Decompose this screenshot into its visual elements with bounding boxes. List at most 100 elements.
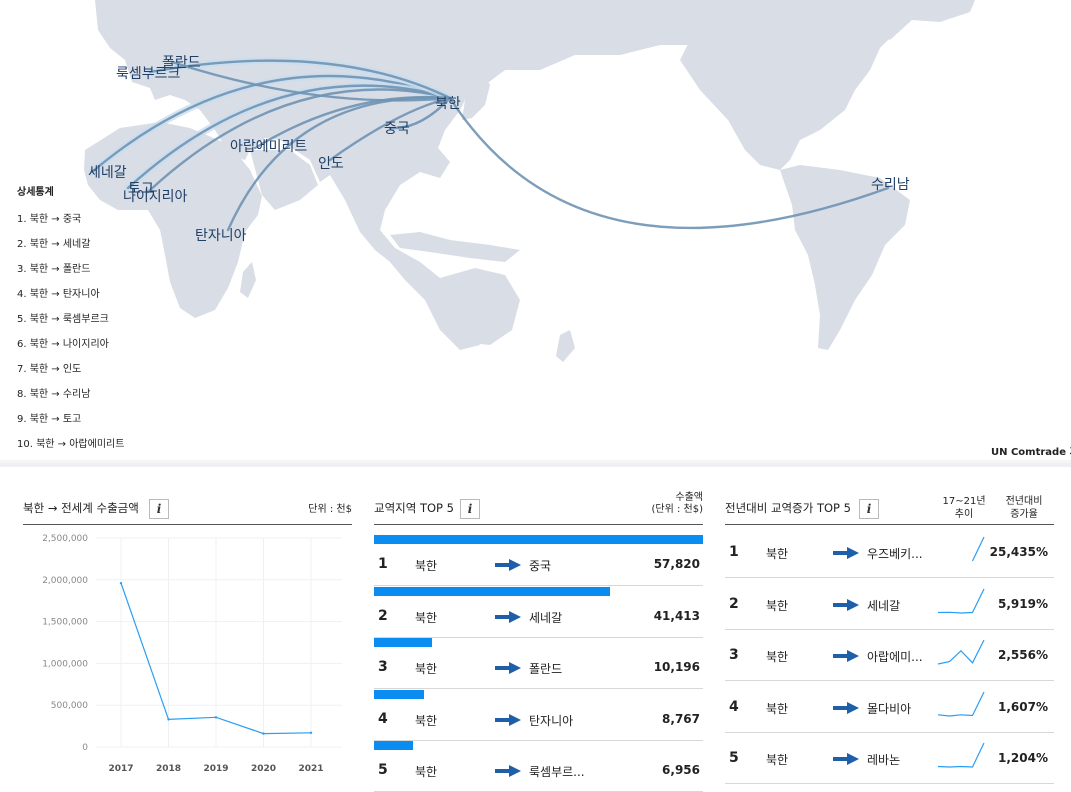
growth-row[interactable]: 4 북한 몰다비아 1,607% (725, 682, 1054, 733)
growth-row[interactable]: 3 북한 아랍에미... 2,556% (725, 630, 1054, 681)
growth-rate: 25,435% (989, 545, 1048, 559)
label-tanzania[interactable]: 탄자니아 (195, 228, 247, 244)
rank-number: 4 (729, 698, 739, 715)
data-point[interactable] (309, 731, 313, 734)
top5-share-bar (374, 638, 432, 647)
landmass-africa (84, 122, 262, 318)
rank-number: 3 (378, 659, 388, 675)
top5-header: 교역지역 TOP 5 i 수출액 (단위 : 천$) (374, 490, 703, 525)
detail-stats-item[interactable]: 6. 북한 → 나이지리아 (17, 339, 109, 350)
rank-number: 1 (378, 556, 388, 572)
top5-share-bar (374, 689, 424, 699)
growth-top5-panel: 전년대비 교역증가 TOP 5 i 17~21년 추이 전년대비 증가율 1 북한… (725, 490, 1054, 784)
growth-rate: 1,204% (998, 751, 1048, 765)
route-luxembourg (148, 59, 452, 100)
data-point[interactable] (214, 716, 218, 719)
arrow-right-icon (833, 750, 859, 769)
destination-country: 룩셈부르... (529, 765, 585, 779)
detail-stats-list: 상세통계 1. 북한 → 중국 2. 북한 → 세네갈 3. 북한 → 폴란드 … (17, 183, 124, 462)
top5-row[interactable]: 1 북한 중국 57,820 (374, 535, 703, 586)
info-icon[interactable]: i (859, 499, 879, 519)
arrow-right-icon (495, 659, 521, 678)
landmass-madagascar (240, 262, 256, 298)
label-uae[interactable]: 아랍에미리트 (230, 139, 308, 155)
route-china (388, 96, 452, 130)
data-point[interactable] (167, 718, 170, 721)
y-tick-label: 0 (82, 743, 88, 753)
data-point[interactable] (119, 581, 123, 585)
label-luxembourg[interactable]: 룩셈부르크 (116, 66, 181, 82)
export-value: 6,956 (662, 763, 700, 777)
growth-row[interactable]: 5 북한 레바논 1,204% (725, 733, 1054, 784)
detail-stats-item[interactable]: 3. 북한 → 폴란드 (17, 264, 91, 275)
growth-row[interactable]: 1 북한 우즈베키... 25,435% (725, 527, 1054, 578)
arrow-right-icon (495, 559, 521, 571)
y-tick-label: 2,500,000 (42, 534, 88, 544)
panel-title: 교역지역 TOP 5 (374, 501, 454, 515)
export-value: 41,413 (653, 608, 700, 623)
route-tanzania (226, 96, 452, 232)
world-map (0, 0, 1071, 463)
data-point[interactable] (262, 732, 265, 735)
sparkline-path (971, 536, 985, 562)
origin-country: 북한 (415, 765, 438, 779)
trend-sparkline (937, 691, 985, 717)
info-icon[interactable]: i (149, 499, 169, 519)
origin-country: 북한 (766, 753, 789, 767)
export-value: 57,820 (653, 557, 700, 571)
unit-line-1: 수출액 (675, 492, 703, 503)
origin-country: 북한 (766, 547, 789, 561)
arrow-right-icon (495, 608, 521, 627)
growth-rate: 2,556% (998, 648, 1048, 662)
trade-route-map[interactable]: 북한 중국 세네갈 폴란드 탄자니아 룩셈부르크 나이지리아 인도 수리남 토고… (0, 0, 1071, 463)
label-poland[interactable]: 폴란드 (162, 55, 201, 71)
landmass-antarctica (0, 460, 1071, 463)
label-north-korea[interactable]: 북한 (435, 96, 461, 112)
detail-stats-item[interactable]: 8. 북한 → 수리남 (17, 389, 91, 400)
detail-stats-item[interactable]: 9. 북한 → 토고 (17, 414, 82, 425)
sparkline-path (937, 691, 985, 717)
top5-row[interactable]: 4 북한 탄자니아 8,767 (374, 689, 703, 741)
trend-header-line-1: 17~21년 (942, 496, 986, 507)
landmass-new-zealand (556, 330, 575, 362)
detail-stats-item[interactable]: 10. 북한 → 아랍에미리트 (17, 439, 125, 450)
export-line-chart: 2,500,000 2,000,000 1,500,000 1,000,000 500,… (42, 534, 342, 774)
growth-rate: 5,919% (998, 596, 1048, 611)
top5-row[interactable]: 2 북한 세네갈 41,413 (374, 586, 703, 638)
origin-country: 북한 (766, 701, 789, 716)
arrow-right-icon (833, 547, 859, 559)
x-tick-label: 2017 (108, 764, 133, 774)
label-suriname[interactable]: 수리남 (871, 177, 910, 193)
growth-row[interactable]: 2 북한 세네갈 5,919% (725, 579, 1054, 630)
export-value: 8,767 (662, 711, 700, 726)
arrow-right-icon (833, 596, 859, 615)
label-togo[interactable]: 토고 (128, 181, 154, 197)
rate-header-line-1: 전년대비 (1005, 496, 1043, 507)
detail-stats-item[interactable]: 2. 북한 → 세네갈 (17, 239, 91, 250)
rank-number: 2 (378, 607, 388, 624)
landmass-north-america (680, 0, 900, 170)
detail-stats-item[interactable]: 1. 북한 → 중국 (17, 214, 82, 225)
route-senegal (90, 74, 452, 174)
data-source-note: UN Comtrade 기준 (991, 447, 1071, 458)
rate-column-header: 전년대비 증가율 (997, 495, 1051, 521)
export-amount-panel: 북한 → 전세계 수출금액 i 단위 : 천$ 2,500,000 2,000,0… (23, 490, 352, 774)
detail-stats-item[interactable]: 4. 북한 → 탄자니아 (17, 289, 100, 300)
top5-row[interactable]: 5 북한 룩셈부르... 6,956 (374, 741, 703, 792)
label-india[interactable]: 인도 (318, 156, 344, 172)
arrow-right-icon (833, 699, 859, 718)
trend-column-header: 17~21년 추이 (931, 495, 997, 521)
landmass-australia (432, 268, 520, 345)
info-icon[interactable]: i (460, 499, 480, 519)
arrow-right-icon (495, 765, 521, 777)
detail-stats-item[interactable]: 5. 북한 → 룩셈부르크 (17, 314, 109, 325)
label-china[interactable]: 중국 (384, 121, 410, 137)
detail-stats-item[interactable]: 7. 북한 → 인도 (17, 364, 82, 375)
arrow-right-icon (495, 711, 521, 730)
top5-row[interactable]: 3 북한 폴란드 10,196 (374, 638, 703, 689)
arrow-right-icon (833, 650, 859, 662)
destination-country: 폴란드 (529, 662, 563, 676)
label-nigeria[interactable]: 나이지리아 (123, 189, 188, 205)
label-senegal[interactable]: 세네갈 (88, 165, 127, 181)
arrow-right-icon (833, 598, 859, 611)
